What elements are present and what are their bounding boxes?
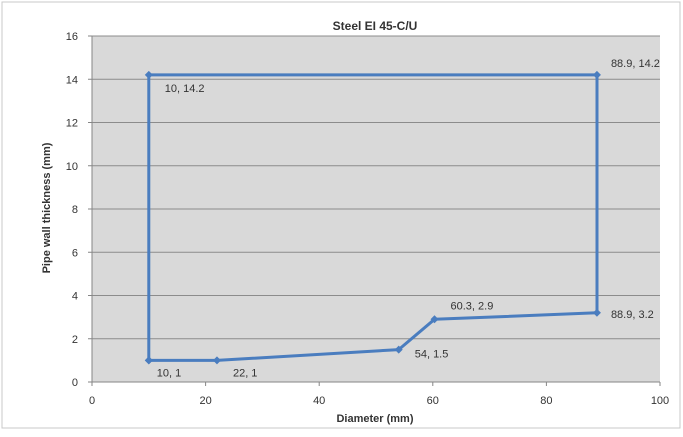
x-tick-label: 40 — [313, 395, 325, 407]
data-label: 88.9, 3.2 — [611, 309, 654, 321]
y-tick-label: 12 — [66, 118, 78, 130]
data-label: 88.9, 14.2 — [611, 58, 660, 70]
y-tick-label: 16 — [66, 31, 78, 43]
y-tick-label: 6 — [72, 247, 78, 259]
data-label: 10, 1 — [157, 367, 181, 379]
y-tick-label: 14 — [66, 74, 78, 86]
data-point-marker — [430, 315, 439, 324]
x-tick-label: 20 — [199, 395, 211, 407]
x-tick-label: 80 — [540, 395, 552, 407]
data-point-marker — [212, 356, 221, 365]
data-series — [144, 70, 601, 365]
axes: 0 2 4 6 8 10 12 14 16 0 20 40 60 80 100 — [66, 31, 669, 407]
y-axis-title: Pipe wall thickness (mm) — [41, 142, 53, 273]
data-point-marker — [144, 70, 153, 79]
data-label: 60.3, 2.9 — [451, 300, 494, 312]
data-point-marker — [394, 345, 403, 354]
series-line — [147, 73, 599, 362]
y-tick-label: 2 — [72, 334, 78, 346]
data-point-marker — [144, 356, 153, 365]
data-labels: 10, 1 22, 1 54, 1.5 60.3, 2.9 88.9, 3.2 88.9,… — [157, 58, 660, 379]
data-point-marker — [592, 70, 601, 79]
y-tick-label: 10 — [66, 161, 78, 173]
data-label: 10, 14.2 — [165, 83, 205, 95]
data-label: 22, 1 — [233, 367, 257, 379]
data-point-marker — [592, 308, 601, 317]
x-tick-label: 100 — [651, 395, 669, 407]
x-tick-label: 60 — [427, 395, 439, 407]
x-axis-title: Diameter (mm) — [336, 413, 413, 425]
chart-title: Steel EI 45-C/U — [333, 19, 418, 33]
y-tick-label: 4 — [72, 291, 78, 303]
grid-lines — [92, 35, 660, 340]
y-tick-label: 0 — [72, 377, 78, 389]
data-label: 54, 1.5 — [415, 349, 449, 361]
x-tick-label: 0 — [89, 395, 95, 407]
y-tick-label: 8 — [72, 204, 78, 216]
